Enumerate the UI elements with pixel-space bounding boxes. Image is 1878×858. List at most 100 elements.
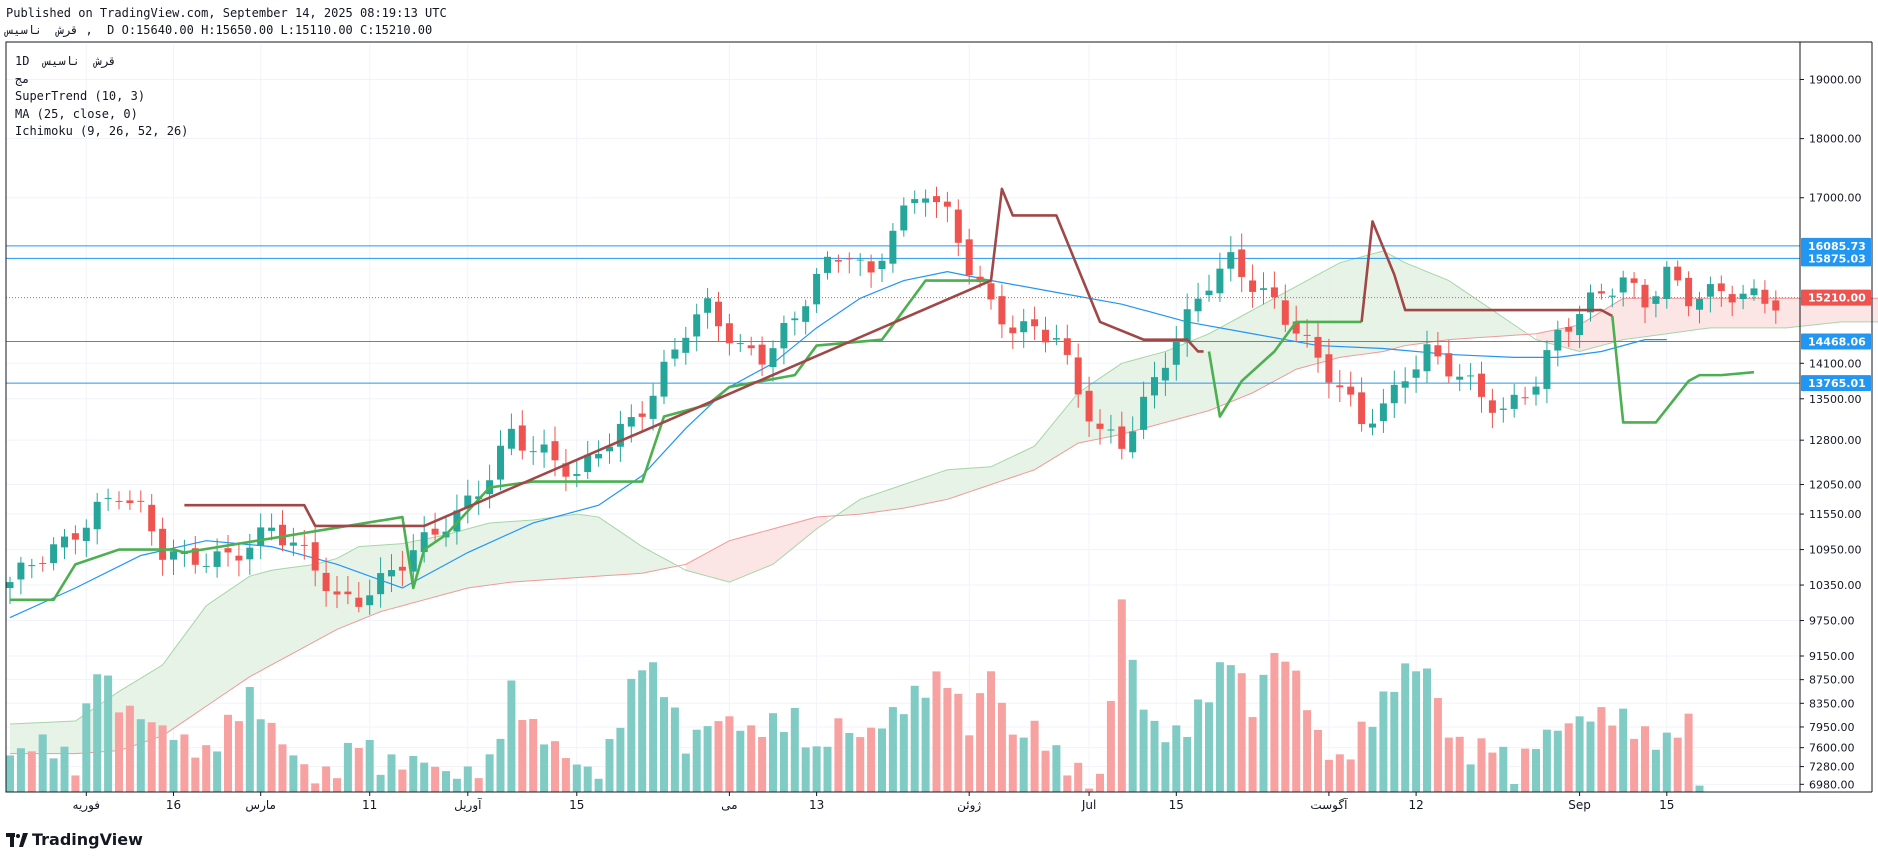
candle-body	[333, 591, 341, 595]
y-tick-label: 12800.00	[1809, 434, 1862, 447]
candle-body	[682, 337, 690, 353]
candle-body	[159, 528, 167, 560]
volume-bar	[1597, 707, 1606, 792]
volume-bar	[322, 766, 331, 792]
legend-supertrend[interactable]: SuperTrend (10, 3)	[15, 89, 146, 103]
volume-bar	[943, 687, 952, 792]
candle-body	[1499, 408, 1507, 410]
candle-body	[1728, 294, 1736, 303]
candle-body	[1412, 369, 1420, 378]
candle-body	[28, 565, 36, 567]
candle-body	[93, 501, 101, 530]
candle-body	[398, 566, 406, 571]
candle-body	[954, 209, 962, 243]
volume-bar	[1575, 716, 1584, 792]
candle-body	[1270, 287, 1278, 298]
candle-body	[453, 510, 461, 532]
volume-bar	[1063, 775, 1072, 792]
tradingview-logo[interactable]: TradingView	[6, 830, 143, 849]
x-tick-label: مارس	[245, 798, 276, 813]
volume-bar	[1379, 691, 1388, 792]
volume-bar	[572, 764, 581, 792]
candle-body	[1096, 423, 1104, 429]
candle-body	[279, 524, 286, 546]
candle-body	[1194, 298, 1202, 312]
candle-body	[1161, 367, 1169, 381]
candle-body	[573, 474, 581, 476]
candle-body	[235, 555, 243, 561]
horizontal-lines	[6, 245, 1800, 384]
candle-body	[311, 542, 319, 571]
candle-body	[1739, 293, 1747, 300]
chart-frame	[5, 41, 1873, 793]
x-tick-label: Jul	[1081, 798, 1096, 812]
candle-body	[1140, 396, 1148, 430]
volume-bar	[561, 758, 570, 792]
candle-body	[1467, 375, 1475, 377]
candle-body	[780, 322, 788, 349]
candle-body	[431, 528, 439, 535]
candle-body	[126, 500, 134, 504]
volume-bar	[997, 702, 1006, 792]
volume-bar	[420, 762, 429, 792]
legend-ma[interactable]: MA (25, close, 0)	[15, 106, 138, 121]
y-tick-label: 9150.00	[1809, 650, 1855, 663]
candle-body	[104, 497, 112, 499]
volume-bar	[191, 757, 200, 792]
candle-body	[420, 532, 428, 553]
price-label-text: 13765.01	[1808, 377, 1866, 390]
volume-bar	[387, 754, 396, 792]
volume-bar	[1488, 752, 1497, 792]
volume-bar	[1630, 738, 1639, 792]
candle-body	[813, 273, 821, 305]
volume-bar	[1117, 599, 1126, 792]
y-tick-label: 10950.00	[1809, 544, 1862, 557]
volume-bar	[27, 751, 36, 792]
candle-body	[1434, 345, 1442, 357]
volume-bar	[1662, 732, 1671, 792]
volume-bar	[1477, 738, 1486, 792]
volume-bar	[463, 766, 472, 792]
volume-bar	[125, 705, 134, 792]
candle-body	[660, 361, 668, 397]
x-tick-label: می	[721, 798, 737, 812]
candle-body	[791, 318, 799, 321]
candle-body	[987, 283, 995, 300]
price-label-box	[1801, 250, 1871, 267]
candle-body	[1652, 296, 1660, 304]
candle-body	[747, 345, 755, 349]
volume-bar	[1041, 750, 1050, 792]
supertrend-up2-path	[1207, 320, 1362, 418]
candle-body	[82, 527, 90, 541]
x-tick-label: 11	[362, 798, 377, 812]
volume-bar	[333, 778, 341, 792]
candle-body	[736, 343, 744, 345]
candle-body	[1717, 283, 1725, 292]
volume-bar	[649, 662, 658, 792]
volume-bar	[311, 783, 320, 792]
volume-bar	[1412, 671, 1421, 792]
volume-bar	[71, 775, 80, 792]
volume-bar	[1161, 742, 1170, 792]
volume-bar	[1455, 736, 1464, 792]
volume-bar	[1314, 729, 1322, 792]
x-tick-label: Sep	[1568, 798, 1591, 812]
volume-bar	[1510, 784, 1519, 792]
candle-body	[137, 500, 145, 502]
legend-ichimoku[interactable]: Ichimoku (9, 26, 52, 26)	[15, 124, 189, 138]
volume-bar	[16, 748, 25, 792]
volume-bar	[485, 754, 494, 792]
volume-bar	[1357, 721, 1366, 792]
candle-body	[965, 239, 973, 276]
candle-body	[856, 259, 864, 261]
candle-body	[1685, 277, 1693, 307]
candle-body	[1325, 354, 1333, 383]
supertrend-down2-path	[1360, 220, 1613, 323]
candle-body	[1260, 288, 1267, 290]
candle-body	[595, 453, 603, 459]
volume-bar	[725, 716, 734, 792]
candle-body	[911, 199, 919, 204]
volume-bar	[1433, 698, 1442, 792]
candle-body	[1641, 284, 1649, 308]
